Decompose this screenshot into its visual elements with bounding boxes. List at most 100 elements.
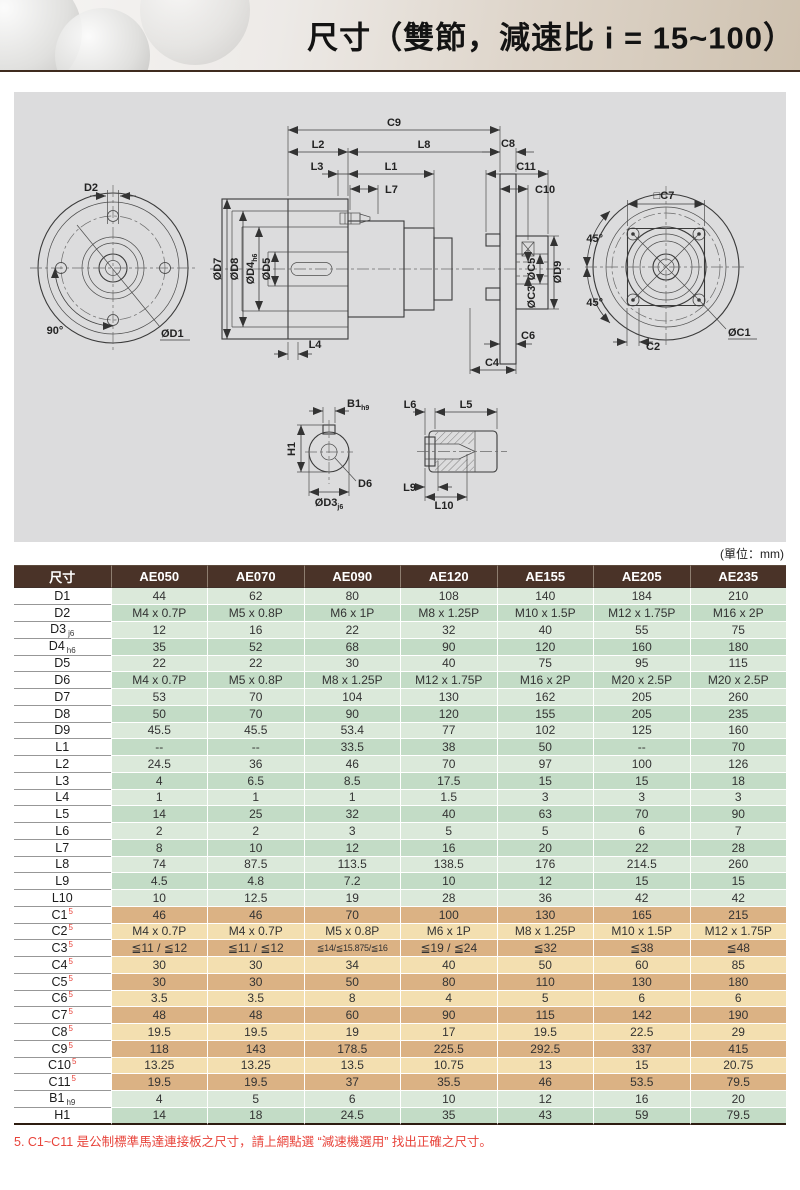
table-cell: 19.5 xyxy=(110,1024,207,1041)
dim-label-od8: ØD8 xyxy=(229,258,241,281)
table-cell: 17 xyxy=(400,1024,497,1041)
table-cell: 3 xyxy=(303,823,400,840)
table-row: B1 h9 4 5 6 10 12 16 20 xyxy=(14,1091,786,1108)
row-label: D4 xyxy=(48,638,65,653)
table-cell: 48 xyxy=(207,1007,304,1024)
table-cell: 120 xyxy=(496,638,593,656)
dim-label-c9: C9 xyxy=(387,117,401,129)
table-cell: 5 xyxy=(496,823,593,840)
table-cell: 14 xyxy=(110,806,207,823)
table-cell: 3.5 xyxy=(207,990,304,1008)
table-cell: 292.5 xyxy=(496,1040,593,1058)
table-cell: 12.5 xyxy=(207,890,304,907)
row-label-cell: L1 xyxy=(14,739,111,756)
table-cell: 46 xyxy=(496,1074,593,1091)
dim-label-l6: L6 xyxy=(404,399,417,411)
table-cell: 4.5 xyxy=(110,873,207,890)
table-cell: 12 xyxy=(110,621,207,639)
row-label-cell: D1 xyxy=(14,588,111,605)
table-cell: ≦38 xyxy=(593,940,690,957)
row-label-tolerance: h9 xyxy=(66,1098,76,1107)
table-cell: 52 xyxy=(207,638,304,656)
table-cell: 42 xyxy=(593,890,690,907)
row-label: D3 xyxy=(50,621,67,636)
table-cell: 160 xyxy=(593,638,690,656)
front-view: D2 90° ØD1 xyxy=(30,182,196,351)
table-cell: 19.5 xyxy=(110,1074,207,1091)
table-cell: 118 xyxy=(110,1040,207,1058)
column-header: AE235 xyxy=(689,565,786,588)
table-cell: 178.5 xyxy=(303,1040,400,1058)
row-label-cell: C25 xyxy=(14,923,111,941)
banner-divider xyxy=(0,70,800,73)
table-cell: 104 xyxy=(303,689,400,706)
row-label-cell: C15 xyxy=(14,906,111,924)
table-cell: ≦11 / ≦12 xyxy=(207,940,304,957)
table-cell: 205 xyxy=(593,705,690,723)
dim-label-oc3: ØC3 xyxy=(526,286,538,309)
table-row: H1 14 18 24.5 35 43 59 79.5 xyxy=(14,1108,786,1125)
table-cell: 12 xyxy=(496,1091,593,1108)
bushing-detail-view: L6 L5 L9 L10 xyxy=(403,399,507,512)
table-cell: 5 xyxy=(400,823,497,840)
table-cell: 160 xyxy=(689,722,786,740)
table-cell: M10 x 1.5P xyxy=(496,604,593,622)
table-cell: 125 xyxy=(593,722,690,740)
table-cell: 30 xyxy=(207,957,304,974)
row-label: L3 xyxy=(55,773,70,788)
table-row: L4 1 1 1 1.5 3 3 3 xyxy=(14,789,786,807)
row-label: C5 xyxy=(51,974,68,989)
table-row: C85 19.5 19.5 19 17 19.5 22.5 29 xyxy=(14,1024,786,1041)
table-row: C35 ≦11 / ≦12 ≦11 / ≦12 ≦14/≦15.875/≦16 ≦19 … xyxy=(14,940,786,957)
table-cell: 40 xyxy=(400,655,497,673)
table-cell: M20 x 2.5P xyxy=(689,672,786,689)
table-cell: 70 xyxy=(303,906,400,924)
dim-label-od4: ØD4h6 xyxy=(245,253,259,284)
table-cell: 3 xyxy=(593,789,690,807)
table-cell: 8 xyxy=(303,990,400,1008)
table-row: D4 h6 35 52 68 90 120 160 180 xyxy=(14,638,786,656)
dim-label-l9: L9 xyxy=(403,482,416,494)
row-label: L6 xyxy=(55,823,70,838)
technical-drawing-panel: D2 90° ØD1 C9 xyxy=(14,92,786,542)
row-label: L9 xyxy=(55,874,70,889)
table-row: L2 24.5 36 46 70 97 100 126 xyxy=(14,756,786,773)
table-cell: 4 xyxy=(110,772,207,790)
dim-label-oc5: ØC5 xyxy=(526,258,538,281)
table-cell: 4.8 xyxy=(207,873,304,890)
table-row: L10 10 12.5 19 28 36 42 42 xyxy=(14,890,786,907)
table-cell: ≦19 / ≦24 xyxy=(400,940,497,957)
table-cell: 53.4 xyxy=(303,722,400,740)
row-label: L4 xyxy=(55,790,70,805)
table-cell: M8 x 1.25P xyxy=(496,923,593,941)
table-cell: 46 xyxy=(110,906,207,924)
row-label-cell: C105 xyxy=(14,1057,111,1075)
table-body: D1 44 62 80 108 140 184 210 D2 M4 x 0.7P M5 x 0.8P… xyxy=(14,588,786,1125)
table-cell: 40 xyxy=(400,957,497,974)
row-label: C3 xyxy=(51,941,68,956)
table-cell: 8.5 xyxy=(303,772,400,790)
table-cell: 36 xyxy=(496,890,593,907)
row-label-cell: L9 xyxy=(14,873,111,890)
table-cell: 87.5 xyxy=(207,856,304,874)
row-label: C10 xyxy=(48,1058,71,1073)
table-cell: 205 xyxy=(593,689,690,706)
table-cell: 53.5 xyxy=(593,1074,690,1091)
table-cell: 180 xyxy=(689,973,786,991)
row-label-cell: D8 xyxy=(14,705,111,723)
table-cell: 59 xyxy=(593,1108,690,1125)
table-row: C95 118 143 178.5 225.5 292.5 337 415 xyxy=(14,1040,786,1058)
table-cell: 28 xyxy=(689,839,786,857)
row-label-cell: D5 xyxy=(14,655,111,673)
table-cell: 15 xyxy=(593,873,690,890)
table-cell: 415 xyxy=(689,1040,786,1058)
footnote: 5. C1~C11 是公制標準馬達連接板之尺寸，請上網點選 “減速機選用” 找出… xyxy=(14,1134,492,1149)
row-label-footnote-ref: 5 xyxy=(68,990,73,1000)
table-cell: 60 xyxy=(593,957,690,974)
table-cell: -- xyxy=(593,739,690,756)
table-cell: 260 xyxy=(689,856,786,874)
row-label: L5 xyxy=(55,807,70,822)
row-label: D1 xyxy=(54,588,71,603)
row-label-footnote-ref: 5 xyxy=(68,923,73,933)
table-row: D6 M4 x 0.7P M5 x 0.8P M8 x 1.25P M12 x 1.75… xyxy=(14,672,786,689)
